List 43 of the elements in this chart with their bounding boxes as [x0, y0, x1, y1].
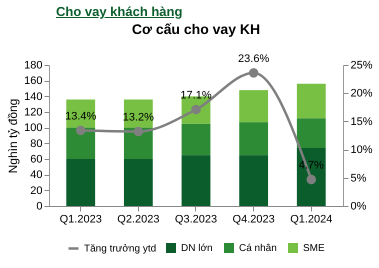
y-tick-label: 60 [30, 154, 42, 166]
bar [296, 84, 326, 118]
point [248, 68, 258, 78]
x-tick-label: Q4.2023 [232, 214, 275, 226]
y-tick-label: 100 [24, 122, 42, 134]
y-tick-label: 140 [24, 90, 42, 103]
bar [239, 90, 268, 122]
y-tick-label: 120 [24, 106, 42, 118]
y-tick-label: 20 [30, 184, 42, 197]
x-tick-label: Q3.2023 [174, 214, 218, 226]
y2-tick-label: 10% [350, 144, 373, 156]
y-tick-label: 180 [24, 60, 42, 72]
point [76, 126, 86, 136]
y-tick-label: 80 [30, 138, 42, 150]
y2-tick-label: 25% [350, 60, 373, 72]
y2-tick-label: 15% [350, 116, 373, 128]
y-tick-label: 160 [24, 75, 42, 88]
y2-tick-label: 0% [350, 200, 367, 212]
y-tick-label: 0 [36, 200, 42, 212]
legend-label: Cá nhân [239, 243, 277, 254]
bar [66, 128, 96, 159]
bar [239, 155, 268, 206]
y-tick-label: 40 [30, 169, 42, 182]
y2-tick-label: 20% [350, 88, 373, 100]
legend-label: DN lớn [181, 243, 213, 254]
chart-subtitle: Cơ cấu cho vay KH [132, 20, 260, 37]
x-tick-label: Q1.2024 [290, 214, 332, 226]
bar [182, 155, 210, 206]
x-tick-label: Q2.2023 [117, 214, 160, 226]
bar [66, 159, 96, 206]
data-label: 23.6% [238, 52, 270, 65]
bar [182, 124, 210, 156]
point [134, 126, 144, 136]
y-axis-title: Nghìn tỷ đồng [6, 98, 20, 174]
point [306, 174, 316, 184]
bar [124, 159, 153, 206]
legend-label: SME [303, 243, 325, 254]
legend-label: Tăng trưởng ytd [84, 244, 156, 254]
bar [239, 122, 268, 156]
bar [296, 118, 326, 148]
x-tick-label: Q1.2023 [60, 214, 102, 226]
y2-tick-label: 5% [350, 172, 367, 184]
chart-title: Cho vay khách hàng [55, 3, 184, 20]
